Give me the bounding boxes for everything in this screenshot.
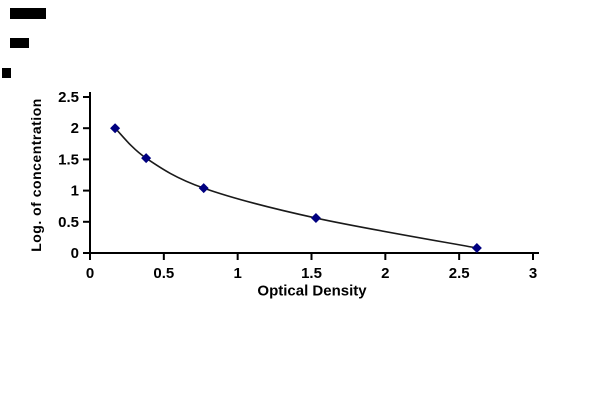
- data-point-marker: [198, 183, 209, 194]
- corner-mark-icon: [2, 68, 11, 78]
- data-point-marker: [141, 153, 152, 164]
- data-point-marker: [310, 213, 321, 224]
- data-point-marker: [110, 123, 121, 134]
- x-tick-label: 1.5: [301, 265, 322, 282]
- standard-curve-line: [114, 127, 478, 249]
- x-tick-label: 1: [233, 265, 241, 282]
- y-tick-label: 1: [71, 183, 79, 200]
- y-tick-label: 0: [71, 245, 79, 262]
- x-axis-label: Optical Density: [257, 282, 367, 300]
- x-tick-label: 2: [381, 265, 389, 282]
- y-tick-label: 2: [71, 120, 79, 137]
- x-tick-label: 3: [529, 265, 537, 282]
- x-tick-label: 0: [86, 265, 94, 282]
- y-tick-label: 2.5: [58, 89, 79, 106]
- corner-mark-icon: [10, 8, 46, 19]
- corner-mark-icon: [10, 38, 29, 48]
- data-point-marker: [471, 243, 482, 254]
- x-tick-label: 0.5: [153, 265, 174, 282]
- x-tick-label: 2.5: [449, 265, 470, 282]
- y-tick-label: 1.5: [58, 151, 79, 168]
- y-tick-label: 0.5: [58, 214, 79, 231]
